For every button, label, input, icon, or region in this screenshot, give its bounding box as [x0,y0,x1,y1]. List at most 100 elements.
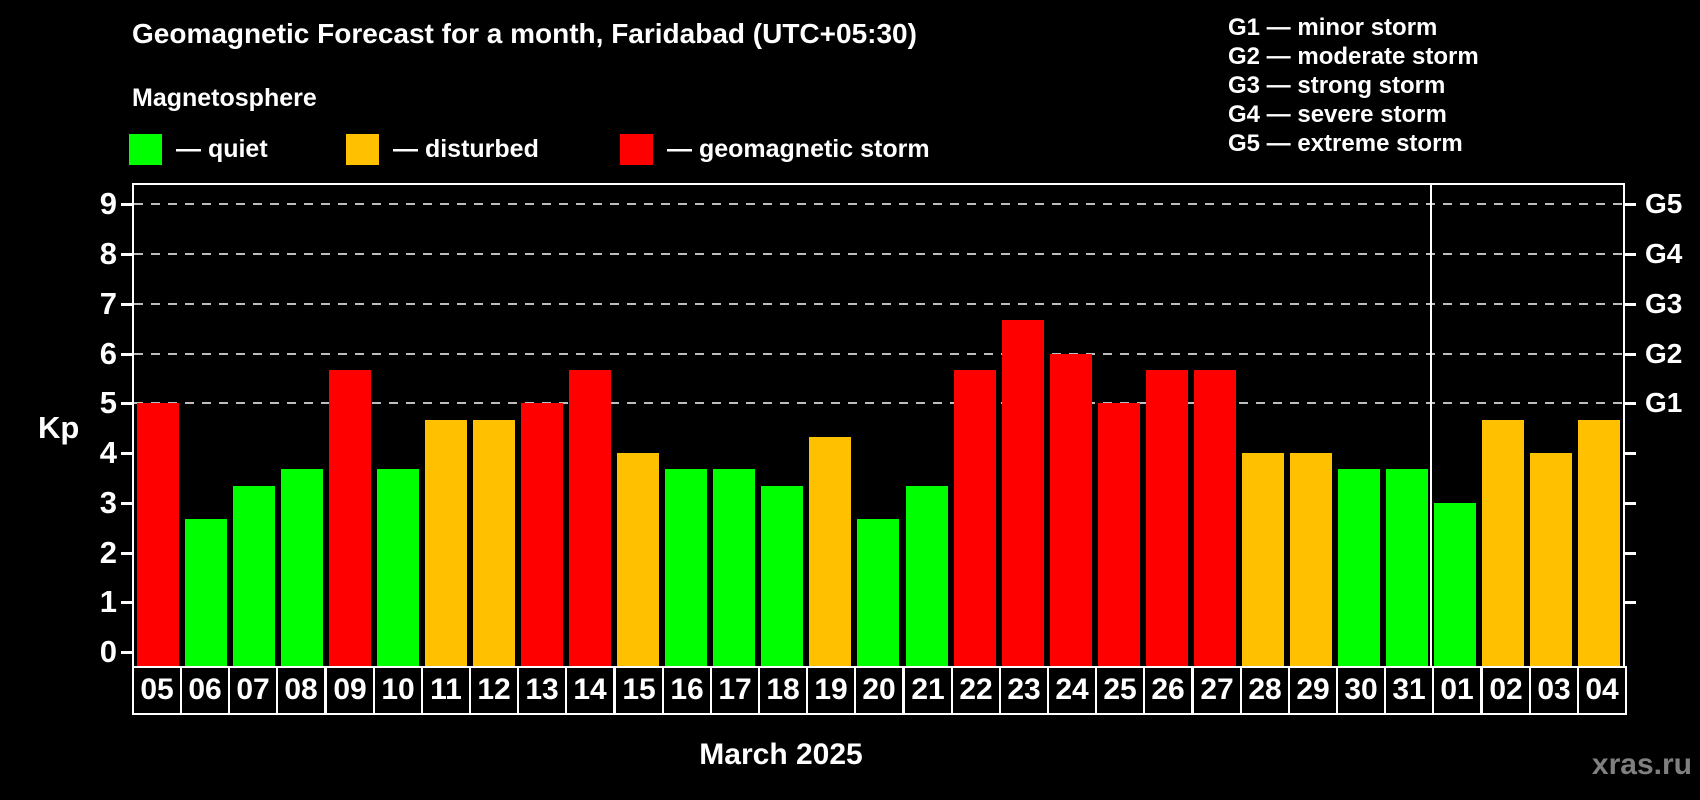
day-label-04: 04 [1577,666,1627,715]
day-label-13: 13 [517,666,567,715]
day-label-30: 30 [1336,666,1386,715]
x-axis-title: March 2025 [699,738,863,771]
y-axis-label-1: 1 [99,584,117,620]
day-label-10: 10 [373,666,423,715]
bar-day-12 [473,419,516,666]
day-label-19: 19 [806,666,856,715]
y-tick-left-1 [121,601,133,605]
bar-day-30 [1337,469,1380,666]
storm-scale-legend: G1 — minor storm G2 — moderate storm G3 … [1228,13,1479,158]
disturbed-swatch [346,133,379,165]
legend-item-quiet: — quiet [129,133,268,165]
day-label-21: 21 [903,666,953,715]
bar-day-27 [1193,369,1236,666]
day-label-18: 18 [758,666,808,715]
day-label-15: 15 [614,666,664,715]
y-axis-label-6: 6 [99,335,117,371]
y-tick-right-9 [1624,203,1636,207]
bar-day-09 [329,369,372,666]
bar-day-03 [1529,453,1572,666]
y-tick-right-8 [1624,253,1636,256]
bar-day-19 [809,436,852,666]
gridline-kp-9 [134,203,1623,206]
y-axis-label-0: 0 [99,634,117,669]
y-axis-label-4: 4 [99,435,117,470]
day-label-07: 07 [228,666,278,715]
legend-item-storm: — geomagnetic storm [620,133,930,165]
watermark: xras.ru [1591,748,1692,781]
y-axis-title: Kp [38,410,80,445]
bar-day-29 [1289,453,1332,666]
gridline-kp-6 [134,352,1623,355]
day-label-05: 05 [132,666,182,715]
bar-day-02 [1481,419,1524,666]
month-separator-line [1429,185,1432,666]
right-axis-label-g1: G1 [1645,387,1683,419]
right-axis-label-g4: G4 [1645,238,1683,269]
day-label-08: 08 [276,666,326,715]
y-tick-left-5 [121,402,133,406]
day-label-12: 12 [469,666,519,715]
bar-day-14 [569,369,612,666]
day-label-11: 11 [421,666,471,715]
y-tick-left-0 [121,651,133,654]
bar-day-20 [857,519,900,666]
status-legend: — quiet — disturbed — geomagnetic storm [0,133,1700,165]
day-label-26: 26 [1143,666,1193,715]
day-label-27: 27 [1192,666,1242,715]
y-tick-right-2 [1624,551,1636,555]
bar-day-25 [1097,403,1140,666]
y-axis-label-3: 3 [99,484,117,520]
right-axis-label-g3: G3 [1645,287,1683,319]
legend-item-disturbed: — disturbed [346,133,539,165]
day-label-01: 01 [1432,666,1482,715]
y-tick-right-6 [1624,352,1636,356]
day-label-09: 09 [325,666,375,715]
y-tick-left-3 [121,501,133,505]
bar-day-16 [665,469,708,666]
bar-day-06 [185,519,228,666]
storm-scale-g1: G1 — minor storm [1228,14,1438,41]
bar-day-23 [1001,320,1044,666]
legend-label-disturbed: — disturbed [393,134,539,163]
y-tick-right-1 [1624,601,1636,605]
bar-day-13 [521,403,564,666]
storm-scale-g5: G5 — extreme storm [1228,130,1463,157]
bar-day-08 [281,469,324,666]
day-label-28: 28 [1240,666,1290,715]
y-tick-right-4 [1624,452,1636,455]
gridline-kp-8 [134,253,1623,255]
bar-day-04 [1577,419,1620,666]
day-label-29: 29 [1288,666,1338,715]
plot-area [132,183,1625,668]
bar-day-11 [425,419,468,666]
bar-day-15 [617,453,660,666]
bar-day-22 [953,369,996,666]
chart-subtitle: Magnetosphere [132,84,317,112]
storm-scale-g4: G4 — severe storm [1228,101,1447,128]
gridline-kp-7 [134,302,1623,305]
y-axis-label-7: 7 [99,285,117,321]
day-label-31: 31 [1384,666,1434,715]
y-tick-left-8 [121,253,133,256]
storm-scale-g2: G2 — moderate storm [1228,43,1479,70]
day-label-14: 14 [565,666,615,715]
day-label-22: 22 [951,666,1001,715]
bar-day-26 [1145,369,1188,666]
bar-day-28 [1241,453,1284,666]
y-tick-right-7 [1624,302,1636,306]
bar-day-18 [761,486,804,666]
y-tick-left-7 [121,302,133,306]
y-tick-right-5 [1624,402,1636,406]
y-axis-label-5: 5 [99,385,117,421]
y-tick-left-2 [121,551,133,555]
bar-day-31 [1385,469,1428,666]
chart-title: Geomagnetic Forecast for a month, Farida… [132,18,917,49]
day-label-23: 23 [999,666,1049,715]
quiet-swatch [129,133,162,165]
day-label-24: 24 [1047,666,1097,715]
bar-day-01 [1433,502,1476,666]
bar-day-24 [1049,353,1092,666]
y-tick-left-4 [121,452,133,455]
